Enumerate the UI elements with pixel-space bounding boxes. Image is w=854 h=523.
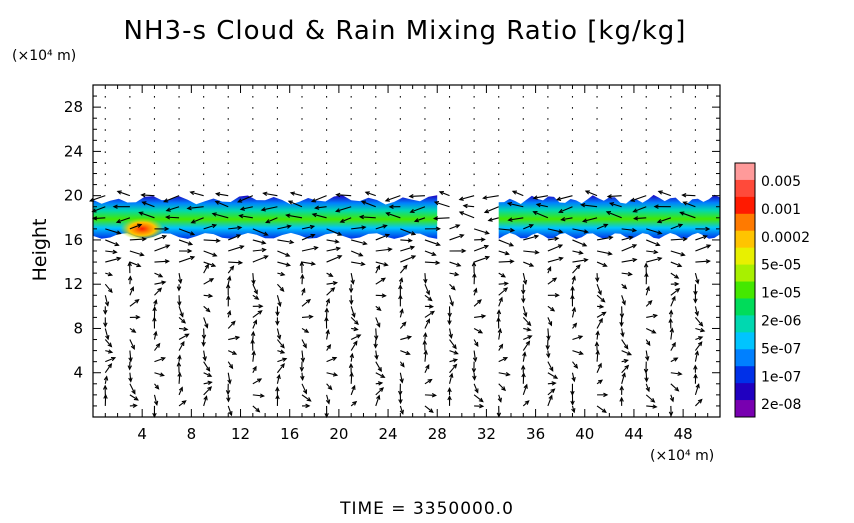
- x-tick-label: 44: [624, 425, 643, 443]
- x-tick-label: 24: [379, 425, 398, 443]
- colorbar-swatch: [735, 315, 755, 332]
- colorbar-swatch: [735, 282, 755, 299]
- time-label: TIME = 3350000.0: [339, 499, 514, 519]
- colorbar-label: 2e-08: [761, 397, 801, 413]
- x-tick-label: 8: [187, 425, 197, 443]
- x-tick-label: 40: [575, 425, 594, 443]
- colorbar-swatch: [735, 349, 755, 366]
- colorbar-swatch: [735, 298, 755, 315]
- colorbar-label: 0.001: [761, 202, 801, 218]
- colorbar-swatch: [735, 248, 755, 265]
- y-tick-label: 20: [64, 187, 83, 205]
- x-tick-label: 4: [137, 425, 147, 443]
- colorbar-swatch: [735, 231, 755, 248]
- colorbar-swatch: [735, 180, 755, 197]
- x-tick-label: 48: [674, 425, 693, 443]
- colorbar-swatch: [735, 197, 755, 214]
- colorbar-swatch: [735, 163, 755, 180]
- y-axis-unit: (×10⁴ m): [12, 48, 76, 64]
- x-axis-unit: (×10⁴ m): [650, 448, 714, 464]
- x-tick-label: 20: [329, 425, 348, 443]
- colorbar-label: 5e-07: [761, 341, 801, 357]
- x-tick-label: 32: [477, 425, 496, 443]
- chart-title: NH3-s Cloud & Rain Mixing Ratio [kg/kg]: [124, 16, 687, 46]
- colorbar-swatch: [735, 366, 755, 383]
- y-tick-label: 4: [73, 364, 83, 382]
- x-tick-label: 36: [526, 425, 545, 443]
- y-axis-label: Height: [29, 219, 51, 282]
- colorbar-label: 1e-05: [761, 286, 801, 302]
- colorbar-swatch: [735, 265, 755, 282]
- x-tick-label: 28: [428, 425, 447, 443]
- colorbar-label: 1e-07: [761, 369, 801, 385]
- colorbar-label: 5e-05: [761, 258, 801, 274]
- y-tick-label: 8: [73, 319, 83, 337]
- colorbar-swatch: [735, 332, 755, 349]
- colorbar-label: 0.005: [761, 174, 801, 190]
- y-tick-label: 12: [64, 275, 83, 293]
- colorbar-swatch: [735, 400, 755, 417]
- colorbar-label: 2e-06: [761, 314, 801, 330]
- colorbar-swatch: [735, 383, 755, 400]
- y-tick-label: 28: [64, 98, 83, 116]
- y-tick-label: 16: [64, 231, 83, 249]
- y-tick-label: 24: [64, 142, 83, 160]
- colorbar-label: 0.0002: [761, 230, 810, 246]
- colorbar-swatch: [735, 214, 755, 231]
- x-tick-label: 12: [231, 425, 250, 443]
- colorbar: 0.005 0.001 0.0002 5e-05 1e-05 2e-06 5e-07 1e-0…: [735, 163, 810, 418]
- x-tick-label: 16: [280, 425, 299, 443]
